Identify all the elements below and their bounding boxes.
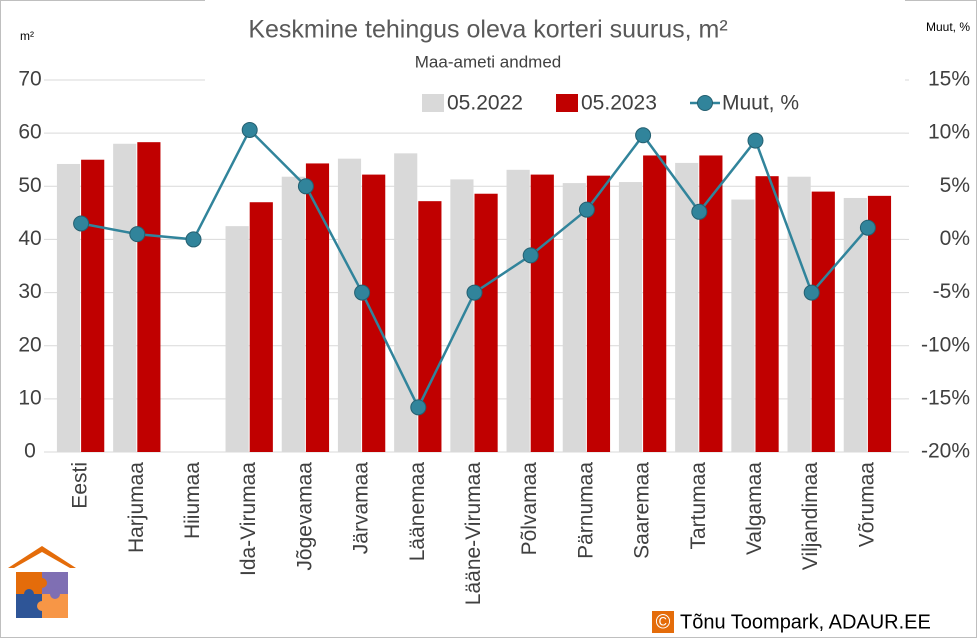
bar [811,191,835,452]
y-tick-label: 20 [18,333,41,356]
x-tick-label: Lääne-Virumaa [462,462,485,606]
y-axis-label: m² [20,29,34,43]
y2-tick-label: 5% [940,174,970,197]
x-tick-label: Tartumaa [687,462,710,550]
x-tick-label: Saaremaa [631,462,654,559]
y2-axis-label: Muut, % [926,20,970,34]
y2-tick-label: -5% [933,280,970,303]
bar [675,162,699,452]
bar [843,197,867,452]
credit-badge [652,611,674,633]
credit: Tõnu Toompark, ADAUR.EE [680,611,931,633]
legend-marker [697,95,713,111]
bar [418,201,442,452]
bar [562,183,586,452]
y-tick-label: 10 [18,386,41,409]
legend-label: Muut, % [722,92,799,115]
y-tick-label: 50 [18,174,41,197]
bar [113,143,137,452]
line-marker [185,231,202,248]
line-marker [859,219,876,236]
legend-swatch [556,94,578,112]
bar [699,155,723,452]
bar [362,174,386,452]
chart-title: Keskmine tehingus oleva korteri suurus, … [248,16,727,44]
x-tick-label: Võrumaa [855,462,878,548]
y2-tick-label: -10% [921,333,970,356]
bar [337,158,362,452]
bar [731,199,755,452]
line-marker [691,203,708,220]
line-marker [410,399,427,416]
bar [56,163,81,453]
line-marker [129,226,146,243]
y-tick-label: 60 [18,121,41,144]
y2-tick-label: 15% [928,68,970,91]
y-tick-label: 0 [24,440,36,463]
logo [8,546,76,618]
x-tick-label: Harjumaa [125,462,148,553]
legend-swatch [422,94,444,112]
y2-tick-label: 0% [940,227,970,250]
y-tick-label: 30 [18,280,41,303]
bar [530,174,554,452]
chart-subtitle: Maa-ameti andmed [415,52,561,71]
bar [755,176,779,452]
bar [394,153,418,452]
x-tick-label: Põlvamaa [518,462,541,556]
x-tick-label: Pärnumaa [574,462,597,559]
x-tick-label: Läänemaa [406,462,429,562]
line-marker [635,127,652,144]
bar [586,175,611,452]
x-tick-label: Hiiumaa [181,462,204,539]
bar [305,163,330,453]
y2-tick-label: -20% [921,440,970,463]
x-tick-label: Ida-Virumaa [237,462,260,576]
y-tick-label: 40 [18,227,41,250]
line-marker [354,284,371,301]
line-marker [466,284,483,301]
bar [643,155,667,452]
bar [81,159,105,452]
bar [506,169,530,452]
line-marker [578,201,595,218]
line-marker [297,178,314,195]
legend-label: 05.2023 [581,92,657,115]
header-background [205,0,905,116]
line-marker [241,121,258,138]
x-tick-label: Valgamaa [743,462,766,555]
y2-tick-label: 10% [928,121,970,144]
bar [474,193,498,452]
line-marker [522,247,539,264]
x-tick-label: Järvamaa [350,462,373,555]
line-marker [747,132,764,149]
bar [867,195,892,452]
bar [249,202,273,452]
bar [137,142,161,453]
y2-tick-label: -15% [921,386,970,409]
legend-label: 05.2022 [447,92,523,115]
line-marker [73,215,90,232]
credit-symbol: © [656,611,671,633]
line-marker [803,284,820,301]
x-tick-label: Eesti [69,462,92,509]
bar [281,176,305,452]
bar [787,176,811,452]
y-tick-label: 70 [18,68,41,91]
bar [618,182,643,452]
bar [225,226,249,452]
x-tick-label: Jõgevamaa [293,462,316,571]
x-tick-label: Viljandimaa [799,462,822,570]
